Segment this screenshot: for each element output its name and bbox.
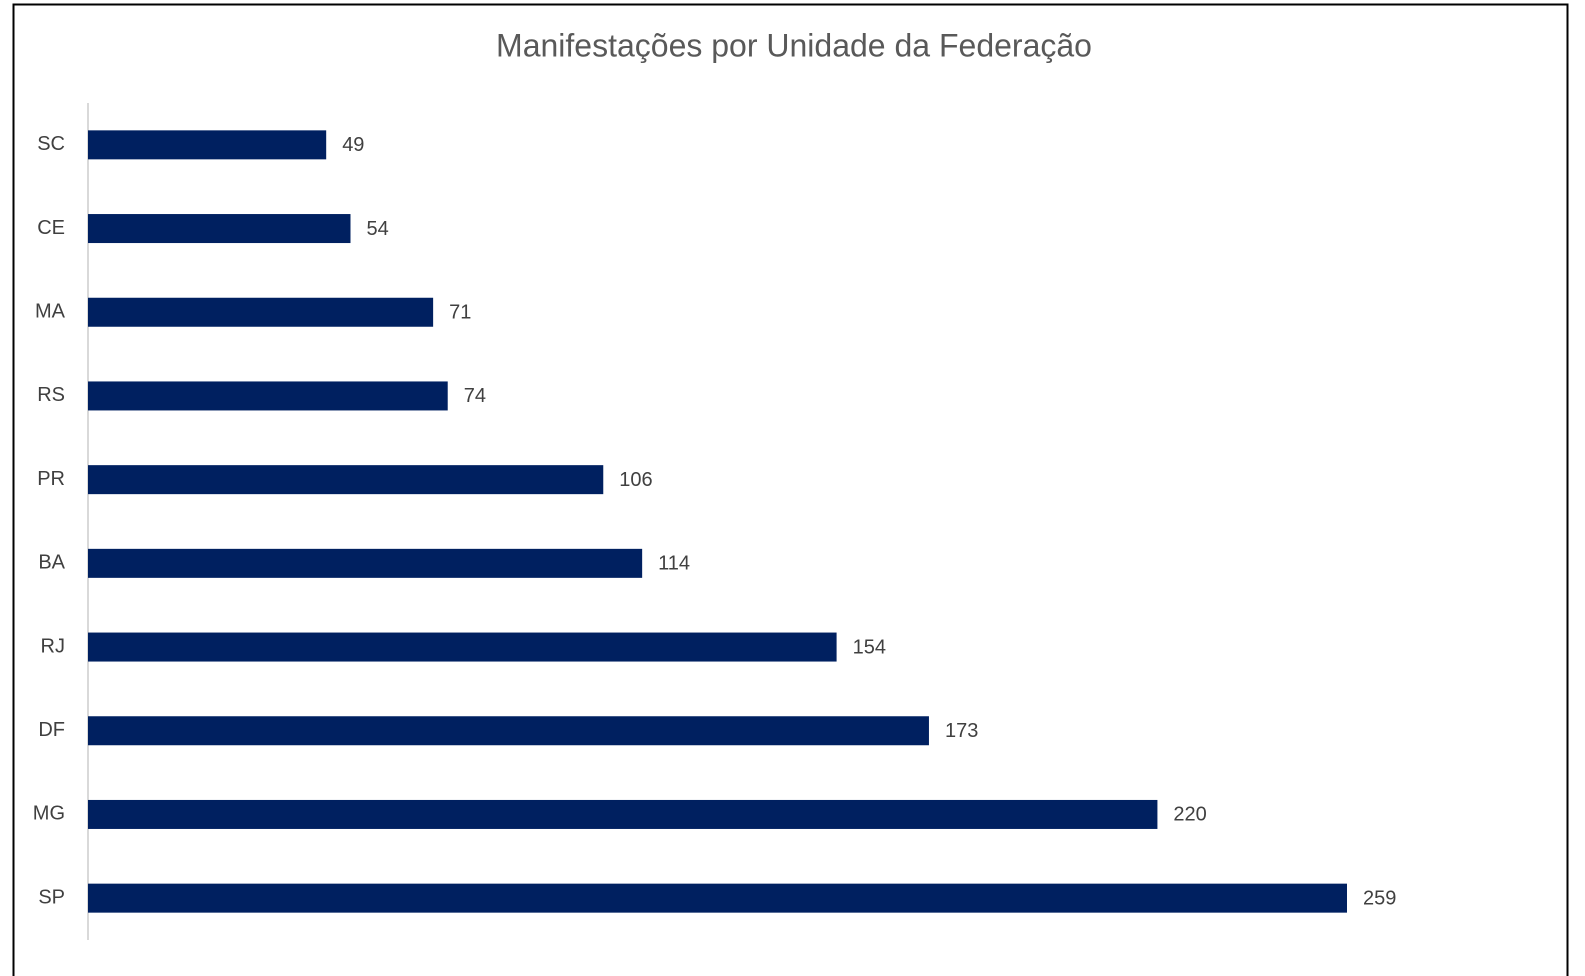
data-label: 54: [366, 218, 388, 240]
y-tick-label: BA: [38, 552, 65, 574]
data-label: 259: [1363, 887, 1396, 909]
y-tick-label: RS: [37, 384, 65, 406]
y-tick-label: RJ: [41, 635, 65, 657]
y-tick-label: PR: [37, 468, 65, 490]
bar: [88, 381, 448, 411]
bar: [88, 632, 837, 662]
data-label: 220: [1173, 804, 1206, 826]
data-label: 74: [464, 385, 486, 407]
y-tick-label: DF: [38, 719, 65, 741]
y-tick-label: SC: [37, 133, 65, 155]
y-tick-label: CE: [37, 217, 65, 239]
data-label: 154: [853, 636, 886, 658]
bar: [88, 465, 604, 495]
bar: [88, 548, 643, 578]
y-tick-label: SP: [38, 886, 65, 908]
y-tick-label: MA: [35, 301, 66, 323]
bar: [88, 716, 929, 746]
bar: [88, 799, 1158, 829]
chart-title: Manifestações por Unidade da Federação: [496, 27, 1092, 63]
bar: [88, 297, 434, 327]
data-label: 173: [945, 720, 978, 742]
data-label: 49: [342, 134, 364, 156]
data-label: 106: [619, 469, 652, 491]
chart-frame: [12, 3, 1569, 976]
bar: [88, 130, 327, 160]
bar: [88, 883, 1347, 913]
data-label: 71: [449, 302, 471, 324]
bar: [88, 214, 351, 244]
data-label: 114: [658, 553, 690, 575]
y-tick-label: MG: [33, 803, 65, 825]
